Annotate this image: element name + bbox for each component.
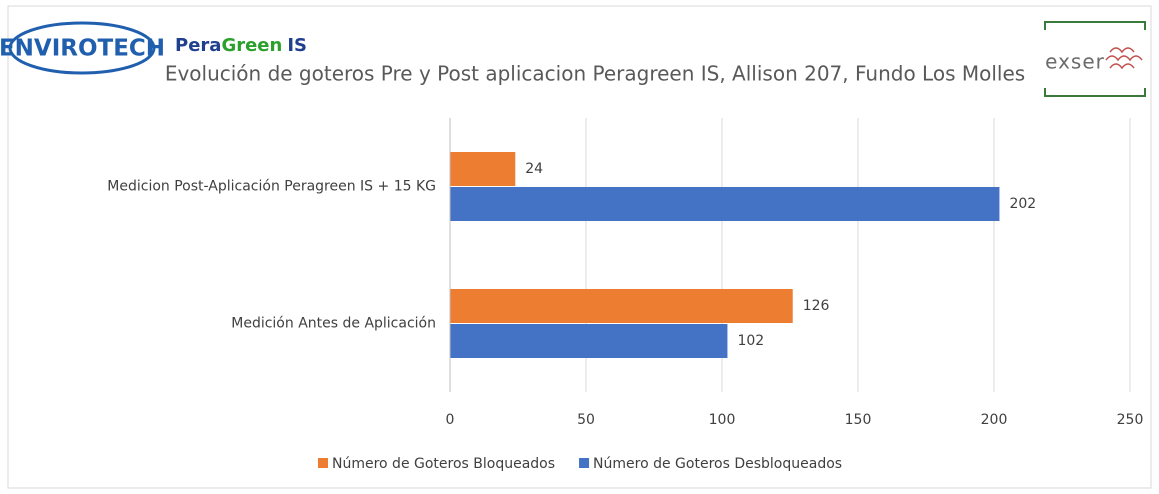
logo-text: exser	[1045, 50, 1105, 74]
logo-waves	[1105, 47, 1143, 70]
logo-part: IS	[287, 35, 307, 56]
chart-frame	[7, 5, 1152, 489]
x-tick-label: 200	[981, 412, 1008, 428]
bar	[450, 152, 516, 186]
legend-swatch	[579, 458, 590, 468]
data-label: 24	[525, 161, 543, 177]
data-label: 202	[1009, 196, 1036, 212]
bar	[450, 324, 728, 358]
logo-ring	[8, 21, 156, 75]
legend-label: Número de Goteros Desbloqueados	[593, 456, 842, 472]
legend-swatch	[318, 458, 328, 468]
bar	[450, 289, 793, 323]
x-tick-label: 0	[446, 412, 455, 428]
legend-label: Número de Goteros Bloqueados	[332, 456, 555, 472]
logo-part: Green	[221, 35, 282, 56]
x-tick-label: 100	[709, 412, 736, 428]
bar	[450, 187, 1000, 221]
logo-part: Pera	[175, 35, 221, 56]
y-tick-label: Medición Antes de Aplicación	[231, 316, 436, 332]
y-tick-label: Medicion Post-Aplicación Peragreen IS + …	[107, 179, 436, 195]
x-tick-label: 250	[1117, 412, 1144, 428]
x-tick-label: 150	[845, 412, 872, 428]
x-tick-label: 50	[577, 412, 595, 428]
logo-exser: exser	[1044, 21, 1146, 97]
data-label: 126	[803, 298, 830, 314]
chart-title: Evolución de goteros Pre y Post aplicaci…	[165, 62, 1025, 86]
logo-text: ENVIROTECH	[0, 36, 165, 62]
logo-frame	[1044, 21, 1146, 97]
logo-envirotech: ENVIROTECH	[0, 21, 165, 75]
logo-peragreen: PeraGreen IS	[175, 35, 307, 56]
data-label: 102	[737, 333, 764, 349]
